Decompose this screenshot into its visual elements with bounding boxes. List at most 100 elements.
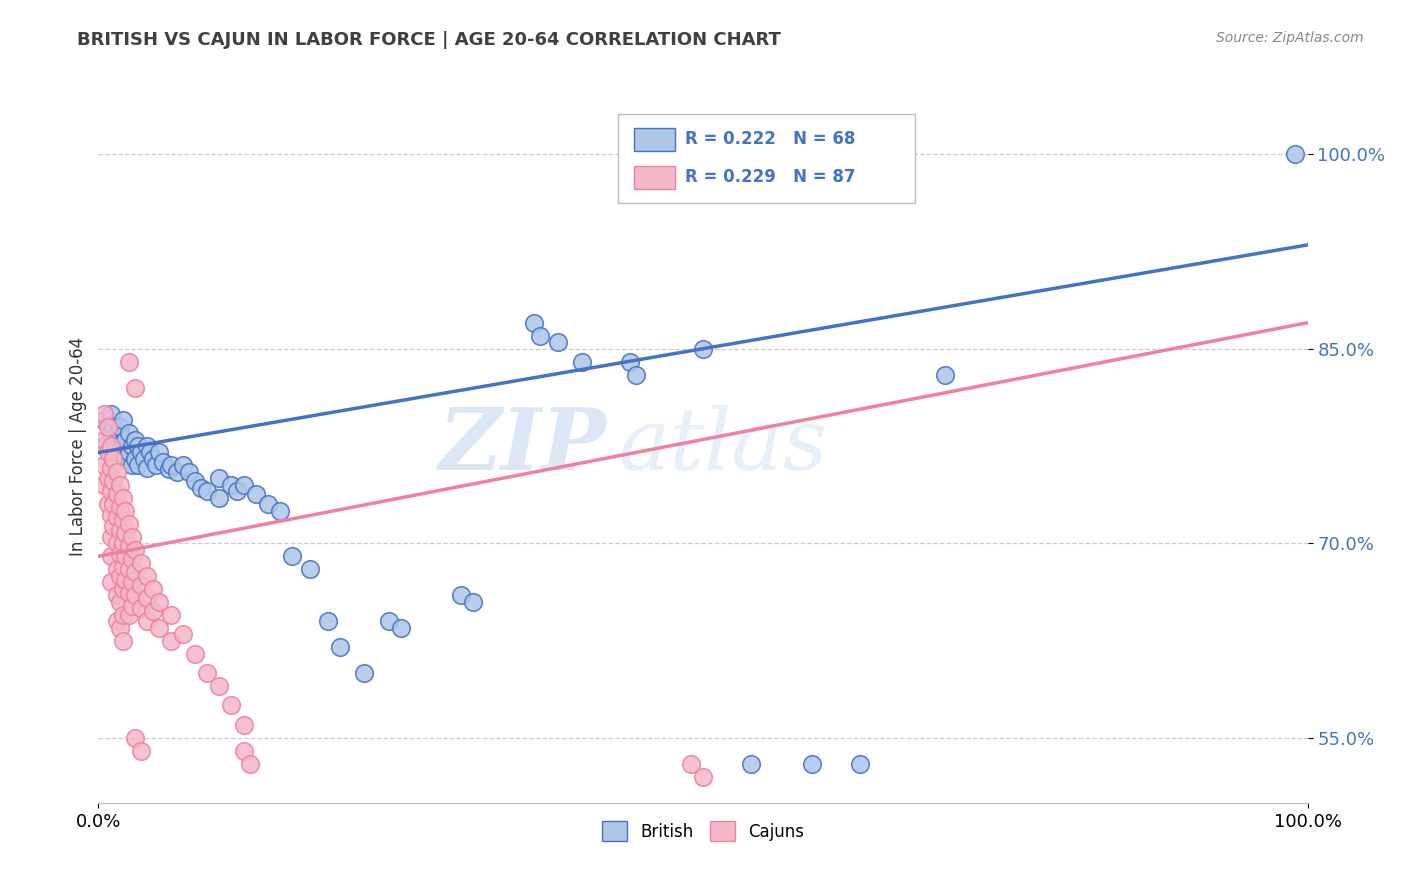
Point	[108, 419, 131, 434]
Point	[626, 368, 648, 382]
Point	[129, 556, 152, 570]
Point	[101, 419, 124, 434]
Point	[208, 471, 231, 485]
Point	[142, 582, 165, 596]
Point	[139, 445, 162, 459]
Point	[152, 454, 174, 468]
Point	[111, 582, 134, 596]
Point	[121, 575, 143, 590]
Point	[184, 647, 207, 661]
Point	[800, 756, 823, 771]
Point	[129, 578, 152, 592]
FancyBboxPatch shape	[619, 114, 915, 203]
Point	[692, 342, 714, 356]
Point	[256, 497, 278, 511]
Point	[118, 562, 141, 576]
Point	[108, 595, 131, 609]
Point	[105, 425, 128, 440]
Point	[184, 474, 207, 488]
Text: Source: ZipAtlas.com: Source: ZipAtlas.com	[1216, 31, 1364, 45]
Point	[221, 698, 243, 713]
Legend: British, Cajuns: British, Cajuns	[595, 814, 811, 848]
Point	[221, 478, 243, 492]
Point	[108, 478, 131, 492]
Point	[108, 500, 131, 514]
Point	[101, 519, 124, 533]
Point	[239, 756, 262, 771]
Point	[281, 549, 304, 564]
Point	[118, 445, 141, 459]
Point	[547, 335, 569, 350]
Point	[129, 445, 152, 459]
Point	[166, 465, 188, 479]
Point	[101, 474, 124, 488]
Point	[111, 536, 134, 550]
Point	[105, 487, 128, 501]
Point	[299, 562, 322, 576]
Point	[93, 407, 115, 421]
Point	[135, 461, 157, 475]
Point	[114, 573, 136, 587]
Point	[377, 614, 399, 628]
Point	[105, 588, 128, 602]
Point	[232, 744, 254, 758]
Point	[105, 465, 128, 479]
Point	[849, 756, 872, 771]
Point	[121, 530, 143, 544]
Y-axis label: In Labor Force | Age 20-64: In Labor Force | Age 20-64	[69, 336, 87, 556]
Point	[114, 525, 136, 540]
Point	[142, 604, 165, 618]
Point	[100, 508, 122, 522]
Point	[124, 433, 146, 447]
Point	[135, 591, 157, 605]
Point	[160, 607, 183, 622]
Text: R = 0.229   N = 87: R = 0.229 N = 87	[685, 168, 855, 186]
Point	[118, 585, 141, 599]
Point	[160, 458, 183, 473]
Point	[100, 575, 122, 590]
Point	[97, 497, 120, 511]
Point	[523, 316, 546, 330]
Point	[172, 458, 194, 473]
Point	[100, 461, 122, 475]
Text: BRITISH VS CAJUN IN LABOR FORCE | AGE 20-64 CORRELATION CHART: BRITISH VS CAJUN IN LABOR FORCE | AGE 20…	[77, 31, 782, 49]
Point	[93, 828, 115, 842]
Point	[93, 433, 115, 447]
Point	[97, 835, 120, 849]
Point	[145, 458, 167, 473]
Point	[114, 549, 136, 564]
Point	[118, 539, 141, 553]
Point	[148, 595, 170, 609]
Point	[232, 718, 254, 732]
Point	[105, 510, 128, 524]
Point	[129, 744, 152, 758]
Point	[679, 756, 702, 771]
Point	[208, 679, 231, 693]
Point	[100, 439, 122, 453]
Point	[121, 552, 143, 566]
Point	[105, 445, 128, 459]
Point	[114, 504, 136, 518]
FancyBboxPatch shape	[634, 166, 675, 189]
Point	[269, 504, 291, 518]
Point	[105, 562, 128, 576]
Point	[108, 568, 131, 582]
Point	[108, 524, 131, 538]
Point	[118, 354, 141, 368]
Point	[100, 530, 122, 544]
Point	[97, 445, 120, 459]
Point	[114, 433, 136, 447]
Point	[195, 666, 218, 681]
Point	[134, 452, 156, 467]
Point	[463, 595, 485, 609]
Text: R = 0.222   N = 68: R = 0.222 N = 68	[685, 130, 855, 148]
Point	[148, 621, 170, 635]
Point	[135, 439, 157, 453]
Point	[93, 413, 115, 427]
Text: atlas: atlas	[619, 405, 828, 487]
Point	[105, 536, 128, 550]
Point	[740, 756, 762, 771]
Point	[179, 465, 201, 479]
Point	[97, 419, 120, 434]
Point	[529, 328, 551, 343]
